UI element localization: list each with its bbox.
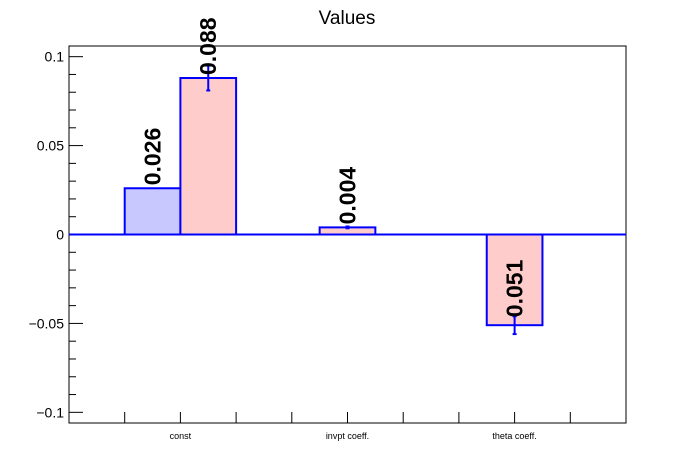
data-label: 0.004 <box>335 167 361 225</box>
bar <box>485 233 544 327</box>
y-tick-label: 0.1 <box>45 49 65 65</box>
bar <box>179 77 238 236</box>
y-tick-label: −0.05 <box>29 315 65 331</box>
data-label: 0.088 <box>195 17 221 75</box>
x-tick-label: invpt coeff. <box>326 431 369 441</box>
chart-title: Values <box>319 8 376 29</box>
bars <box>69 64 626 336</box>
bar <box>123 187 182 236</box>
x-tick-label: const <box>170 431 192 441</box>
y-tick-label: 0.05 <box>37 138 64 154</box>
data-label: 0.051 <box>502 259 528 317</box>
x-axis: const invpt coeff. theta coeff. <box>124 412 571 441</box>
data-labels: 0.026 0.088 0.004 0.051 <box>140 17 528 317</box>
data-label: 0.026 <box>140 128 166 186</box>
y-axis: −0.1 −0.05 0 0.05 0.1 <box>29 49 83 420</box>
y-tick-label: 0 <box>56 227 64 243</box>
x-tick-label: theta coeff. <box>492 431 536 441</box>
y-tick-label: −0.1 <box>36 404 64 420</box>
